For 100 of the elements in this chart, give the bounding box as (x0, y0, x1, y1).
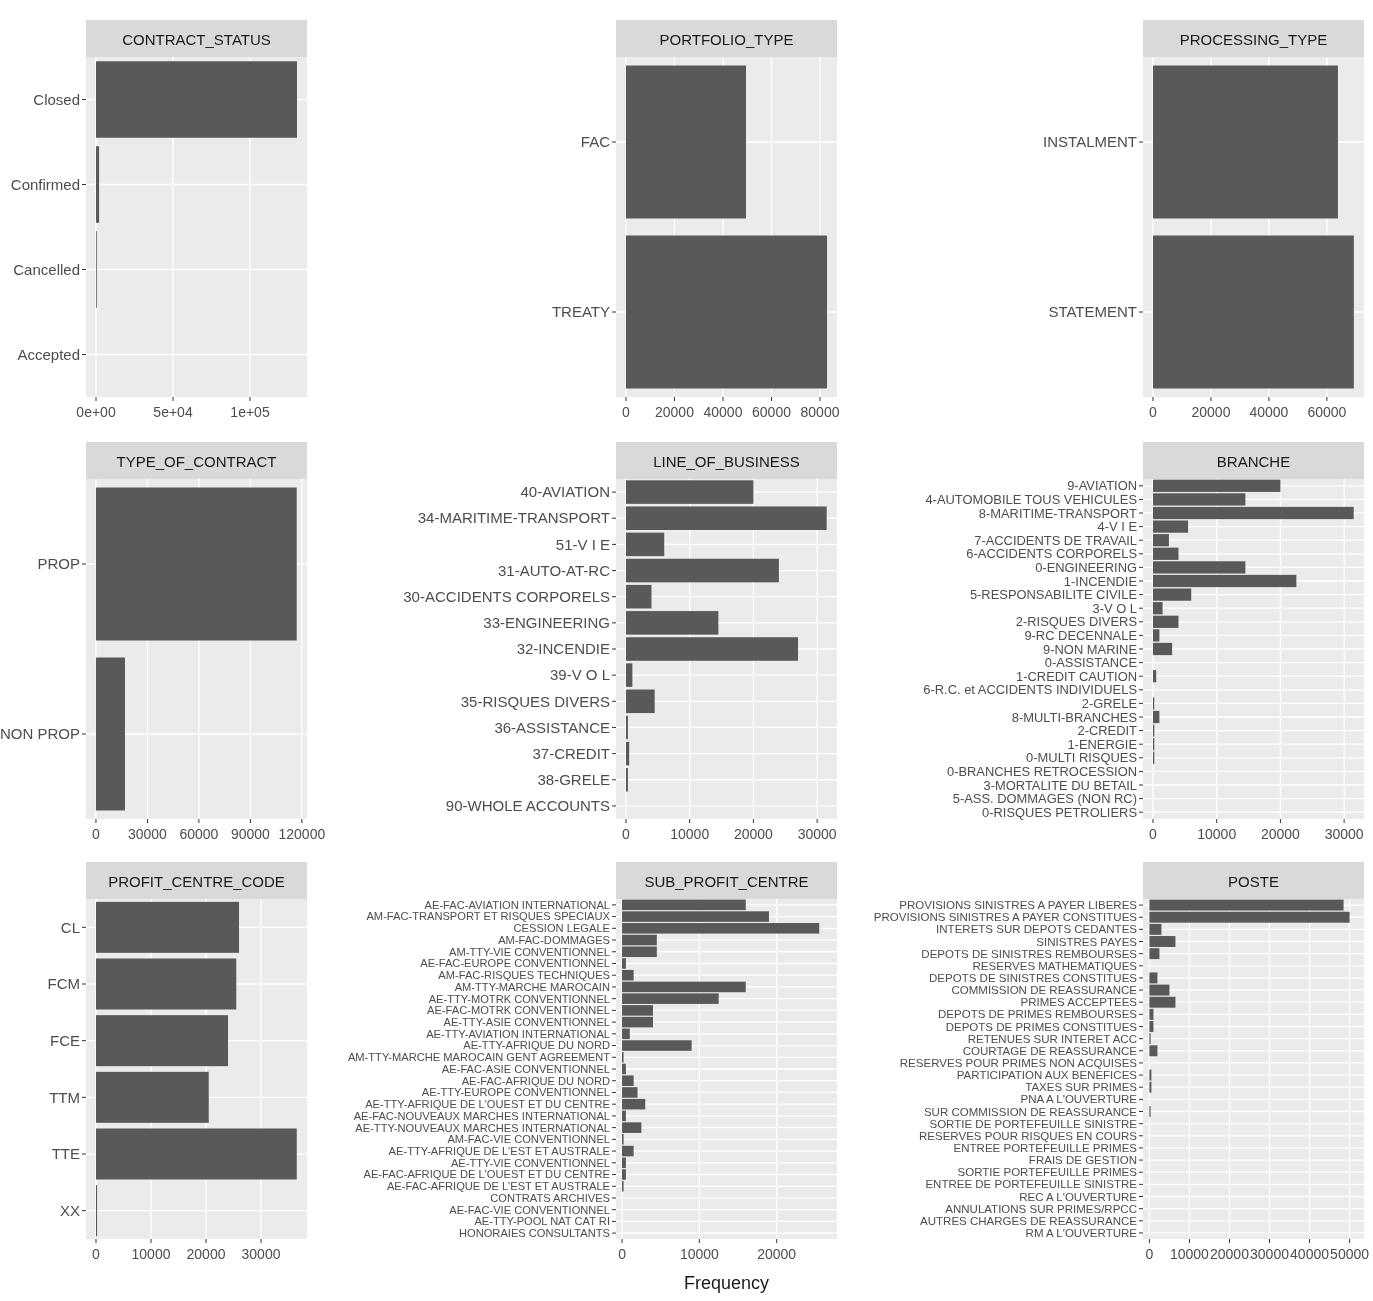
y-tick-label: SINISTRES PAYES (1036, 935, 1138, 948)
bar (96, 146, 100, 223)
x-tick-label: 60000 (179, 826, 219, 842)
y-tick-label: AM-TTY-VIE CONVENTIONNEL (449, 945, 610, 958)
y-tick-label: HONORAIES CONSULTANTS (458, 1227, 610, 1240)
x-tick-label: 0e+00 (76, 404, 116, 420)
y-tick-label: TREATY (551, 303, 610, 321)
y-tick-label: 5-ASS. DOMMAGES (NON RC) (952, 791, 1137, 807)
x-tick-label: 20000 (1260, 826, 1301, 842)
y-tick-label: PNA A L'OUVERTURE (1020, 1093, 1138, 1106)
y-tick-label: AE-FAC-VIE CONVENTIONNEL (449, 1203, 610, 1216)
y-tick-label: Accepted (17, 345, 80, 363)
bar (626, 611, 719, 635)
y-tick-label: FRAIS DE GESTION (1028, 1154, 1137, 1167)
x-tick-label: 20000 (1191, 404, 1231, 420)
y-tick-label: ENTREE PORTEFEUILLE PRIMES (953, 1141, 1138, 1154)
y-tick-label: FCM (47, 975, 80, 993)
x-axis-title: Frequency (683, 1273, 770, 1293)
x-tick-label: 0 (622, 404, 631, 420)
y-tick-label: XX (59, 1201, 80, 1219)
y-tick-label: AE-TTY-POOL NAT CAT RI (474, 1215, 610, 1228)
y-tick-label: Closed (33, 90, 80, 108)
y-tick-label: AE-TTY-AFRIQUE DE L'EST ET AUSTRALE (388, 1144, 610, 1157)
y-tick-label: AM-TTY-MARCHE MAROCAIN (454, 980, 610, 993)
y-tick-label: ANNULATIONS SUR PRIMES/RPCC (945, 1202, 1137, 1215)
y-tick-label: 39-V O L (549, 666, 610, 684)
x-tick-label: 30000 (1250, 1246, 1290, 1262)
y-tick-label: 3-V O L (1092, 600, 1137, 616)
y-tick-label: 0-MULTI RISQUES (1026, 750, 1138, 766)
y-tick-label: ENTREE DE PORTEFEUILLE SINISTRE (925, 1178, 1138, 1191)
y-tick-label: CONTRATS ARCHIVES (490, 1191, 610, 1204)
x-tick-label: 10000 (679, 1246, 720, 1262)
bar (626, 506, 827, 530)
y-tick-label: TTE (51, 1145, 80, 1163)
y-tick-label: DEPOTS DE PRIMES REMBOURSES (938, 1008, 1138, 1021)
y-tick-label: 4-AUTOMOBILE TOUS VEHICULES (925, 491, 1138, 507)
bar (96, 1015, 229, 1067)
y-tick-label: DEPOTS DE SINISTRES CONSTITUES (929, 971, 1138, 984)
y-tick-label: AM-TTY-MARCHE MAROCAIN GENT AGREEMENT (347, 1051, 611, 1064)
y-tick-label: RESERVES POUR PRIMES NON ACQUISES (899, 1056, 1138, 1069)
y-tick-label: 33-ENGINEERING (483, 614, 610, 632)
y-tick-label: AM-FAC-TRANSPORT ET RISQUES SPECIAUX (366, 910, 611, 923)
bar (626, 663, 633, 687)
y-tick-label: 8-MULTI-BRANCHES (1011, 709, 1138, 725)
y-tick-label: AM-FAC-DOMMAGES (498, 933, 610, 946)
bar (626, 558, 779, 583)
y-tick-label: AE-TTY-MOTRK CONVENTIONNEL (428, 992, 610, 1005)
y-tick-label: AM-FAC-VIE CONVENTIONNEL (447, 1133, 610, 1146)
y-tick-label: PROVISIONS SINISTRES A PAYER LIBERES (899, 899, 1138, 912)
y-tick-label: 7-ACCIDENTS DE TRAVAIL (974, 532, 1137, 548)
bar (626, 637, 799, 661)
x-tick-label: 10000 (1197, 826, 1237, 842)
y-tick-label: SORTIE DE PORTEFEUILLE SINISTRE (929, 1117, 1138, 1130)
chart-title: BRANCHE (1216, 452, 1291, 470)
bar (626, 584, 652, 609)
y-tick-label: NON PROP (0, 725, 80, 743)
chart-title: LINE_OF_BUSINESS (653, 452, 800, 470)
y-tick-label: AE-TTY-AFRIQUE DE L'OUEST ET DU CENTRE (365, 1098, 610, 1111)
x-tick-label: 20000 (757, 1246, 797, 1262)
bar (1153, 670, 1157, 683)
y-tick-label: SORTIE PORTEFEUILLE PRIMES (957, 1166, 1138, 1179)
x-tick-label: 40000 (1249, 404, 1289, 420)
y-tick-label: 32-INCENDIE (516, 640, 610, 658)
x-tick-label: 1e+05 (230, 404, 270, 420)
y-tick-label: PROP (37, 555, 80, 573)
x-tick-label: 5e+04 (153, 404, 193, 420)
chart-title: POSTE (1228, 872, 1279, 890)
x-tick-label: 40000 (1290, 1246, 1330, 1262)
x-tick-label: 80000 (800, 404, 840, 420)
x-tick-label: 120000 (278, 826, 326, 842)
y-tick-label: STATEMENT (1048, 303, 1137, 321)
y-tick-label: COURTAGE DE REASSURANCE (962, 1044, 1138, 1057)
y-tick-label: 4-V I E (1097, 519, 1138, 535)
y-tick-label: RM A L'OUVERTURE (1025, 1226, 1138, 1239)
y-tick-label: 30-ACCIDENTS CORPORELS (403, 587, 610, 605)
bar (626, 741, 630, 766)
y-tick-label: RESERVES MATHEMATIQUES (972, 959, 1138, 972)
y-tick-label: 3-MORTALITE DU BETAIL (983, 777, 1137, 793)
y-tick-label: 51-V I E (555, 535, 610, 553)
x-tick-label: 40000 (703, 404, 743, 420)
y-tick-label: 2-CREDIT (1077, 723, 1138, 739)
y-tick-label: Confirmed (10, 175, 80, 193)
y-tick-label: TAXES SUR PRIMES (1025, 1081, 1138, 1094)
y-tick-label: PARTICIPATION AUX BENEFICES (956, 1069, 1138, 1082)
chart-title: PROCESSING_TYPE (1179, 30, 1328, 48)
y-tick-label: 40-AVIATION (520, 483, 610, 501)
y-tick-label: 0-ASSISTANCE (1044, 655, 1138, 671)
y-tick-label: FCE (50, 1031, 80, 1049)
chart-title: CONTRACT_STATUS (122, 30, 271, 48)
y-tick-label: DEPOTS DE PRIMES CONSTITUES (945, 1020, 1138, 1033)
x-tick-label: 20000 (1210, 1246, 1250, 1262)
x-tick-label: 60000 (752, 404, 792, 420)
y-tick-label: AE-FAC-NOUVEAUX MARCHES INTERNATIONAL (353, 1109, 610, 1122)
y-tick-label: AE-FAC-AVIATION INTERNATIONAL (424, 898, 610, 911)
y-tick-label: 6-ACCIDENTS CORPORELS (966, 546, 1138, 562)
y-tick-label: 9-AVIATION (1067, 478, 1137, 494)
bar (626, 532, 665, 557)
x-tick-label: 10000 (131, 1246, 171, 1262)
y-tick-label: RESERVES POUR RISQUES EN COURS (919, 1129, 1138, 1142)
y-tick-label: 2-RISQUES DIVERS (1015, 614, 1138, 630)
